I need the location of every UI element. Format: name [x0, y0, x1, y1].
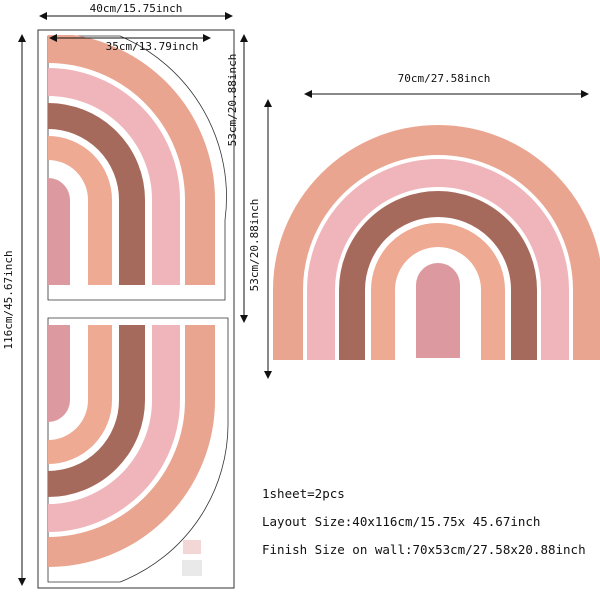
spec-text: 1sheet=2pcs	[262, 486, 345, 501]
rainbow-bottom	[48, 325, 215, 567]
rainbow-finished	[273, 125, 600, 360]
spec-text: Finish Size on wall:70x53cm/27.58x20.88i…	[262, 542, 586, 557]
cut-line	[47, 35, 227, 301]
dimension-label: 40cm/15.75inch	[90, 2, 183, 15]
dimension-label: 116cm/45.67inch	[2, 250, 15, 349]
dimension-label: 53cm/20.88inch	[248, 199, 261, 292]
dimension-label: 53cm/20.88inch	[226, 54, 239, 147]
logo	[183, 540, 201, 554]
spec-text: Layout Size:40x116cm/15.75x 45.67inch	[262, 514, 540, 529]
dimension-label: 70cm/27.58inch	[398, 72, 491, 85]
rainbow-top	[48, 35, 215, 285]
logo	[182, 560, 202, 576]
cut-line	[47, 317, 229, 583]
dimension-label: 35cm/13.79inch	[106, 40, 199, 53]
